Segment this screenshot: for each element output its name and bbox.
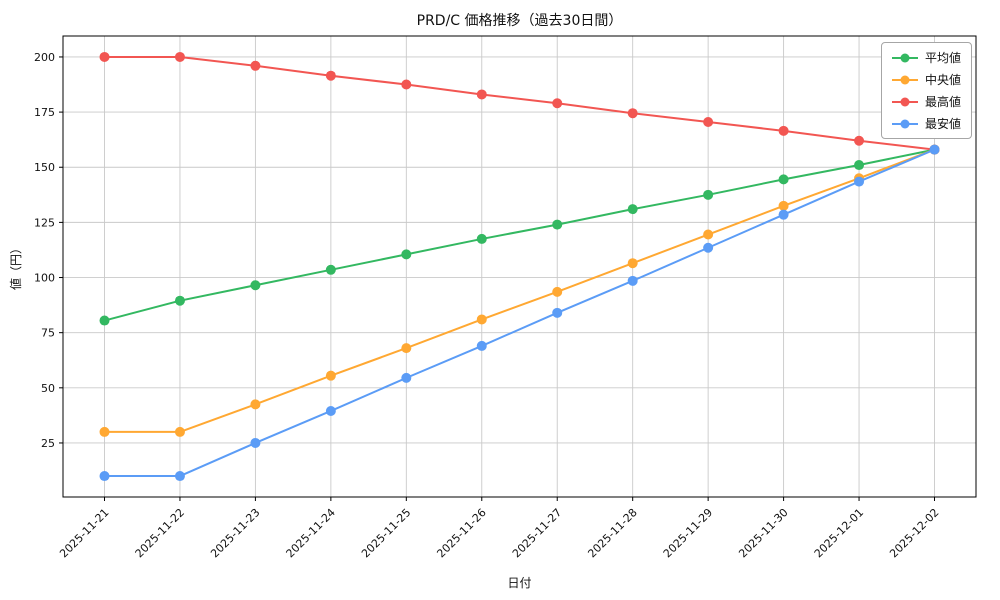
series-marker-max: [174, 51, 185, 62]
series-marker-max: [476, 89, 487, 100]
chart-title: PRD/C 価格推移（過去30日間）: [416, 13, 623, 29]
legend-line-marker-icon: [891, 51, 918, 65]
legend-line-marker-icon: [891, 73, 918, 87]
series-marker-max: [854, 135, 865, 146]
x-tick-label: 2025-11-22: [133, 506, 187, 560]
x-tick-label: 2025-11-30: [736, 506, 790, 560]
series-marker-avg: [703, 189, 714, 200]
series-marker-avg: [325, 264, 336, 275]
legend-label: 中央値: [924, 73, 961, 87]
series-line-avg: [103, 148, 936, 322]
x-tick-label: 2025-11-26: [434, 506, 488, 560]
x-tick-label: 2025-11-24: [284, 506, 338, 560]
series-line-max: [103, 55, 936, 151]
series-marker-min: [703, 242, 714, 253]
legend-label: 最安値: [924, 117, 961, 131]
series-marker-max: [703, 117, 714, 128]
x-tick-label: 2025-11-27: [510, 506, 564, 560]
series-marker-min: [476, 340, 487, 351]
series-marker-median: [401, 343, 412, 354]
x-tick-label: 2025-11-25: [359, 506, 413, 560]
series-marker-avg: [99, 315, 110, 326]
series-marker-min: [99, 471, 110, 482]
series-marker-median: [703, 229, 714, 240]
legend-label: 平均値: [924, 51, 961, 65]
y-tick-label: 175: [34, 106, 55, 119]
series-line-median: [103, 148, 936, 433]
x-tick-label: 2025-12-02: [887, 506, 941, 560]
series-marker-avg: [174, 295, 185, 306]
series-marker-min: [250, 437, 261, 448]
series-marker-max: [552, 98, 563, 109]
series-marker-avg: [552, 219, 563, 230]
plot-border: [62, 35, 977, 498]
series-marker-max: [325, 70, 336, 81]
series-marker-min: [854, 176, 865, 187]
series-marker-median: [250, 399, 261, 410]
x-axis-label: 日付: [507, 576, 532, 590]
y-tick-label: 75: [41, 327, 55, 340]
legend-label: 最高値: [924, 95, 961, 109]
series-marker-median: [778, 200, 789, 211]
series-marker-min: [174, 471, 185, 482]
series-marker-avg: [854, 160, 865, 171]
series-marker-avg: [778, 174, 789, 185]
x-tick-label: 2025-11-28: [585, 506, 639, 560]
series-marker-avg: [250, 280, 261, 291]
y-tick-label: 25: [41, 437, 55, 450]
legend-item-max: 最高値: [891, 93, 961, 110]
x-tick-label: 2025-11-29: [661, 506, 715, 560]
legend-line-marker-icon: [891, 95, 918, 109]
y-tick-label: 200: [34, 51, 55, 64]
series-marker-max: [627, 108, 638, 119]
legend-item-avg: 平均値: [891, 49, 961, 66]
y-tick-label: 125: [34, 216, 55, 229]
series-marker-median: [552, 286, 563, 297]
series-marker-median: [99, 426, 110, 437]
series-marker-max: [250, 60, 261, 71]
series-marker-median: [476, 314, 487, 325]
x-tick-label: 2025-12-01: [812, 506, 866, 560]
y-axis-label: 値（円）: [9, 242, 23, 291]
series-marker-max: [99, 51, 110, 62]
series-marker-avg: [476, 233, 487, 244]
series-marker-median: [627, 258, 638, 269]
legend-item-min: 最安値: [891, 115, 961, 132]
series-marker-min: [778, 209, 789, 220]
series-marker-min: [929, 144, 940, 155]
x-tick-label: 2025-11-23: [208, 506, 262, 560]
series-marker-median: [325, 370, 336, 381]
series-marker-avg: [401, 249, 412, 260]
y-tick-label: 100: [34, 272, 55, 285]
y-tick-label: 50: [41, 382, 55, 395]
legend-line-marker-icon: [891, 117, 918, 131]
series-marker-median: [174, 426, 185, 437]
series-marker-max: [778, 125, 789, 136]
series-marker-min: [552, 307, 563, 318]
y-tick-label: 150: [34, 161, 55, 174]
x-tick-label: 2025-11-21: [57, 506, 111, 560]
series-marker-min: [627, 275, 638, 286]
series-marker-avg: [627, 204, 638, 215]
legend-item-median: 中央値: [891, 71, 961, 88]
series-marker-min: [401, 372, 412, 383]
series-line-min: [103, 148, 936, 478]
legend: 平均値中央値最高値最安値: [880, 42, 972, 139]
series-marker-max: [401, 79, 412, 90]
series-marker-min: [325, 405, 336, 416]
